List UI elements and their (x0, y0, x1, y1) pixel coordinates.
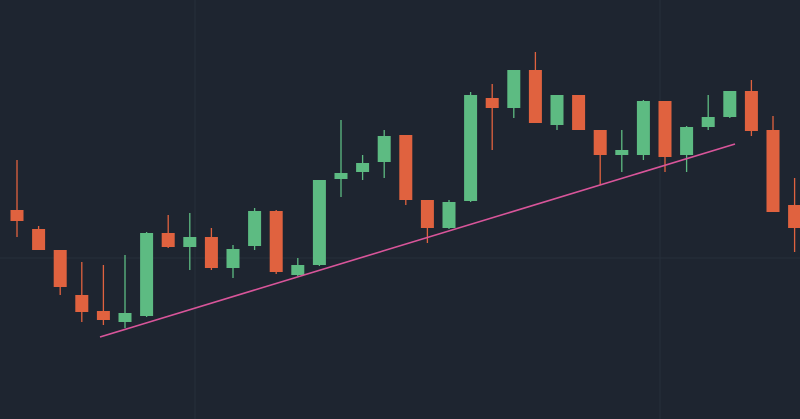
candle-body (32, 229, 46, 250)
candle-body (334, 173, 348, 179)
candle-body (766, 130, 780, 212)
candle-body (204, 237, 218, 268)
candle-body (528, 70, 542, 123)
candle-body (744, 91, 758, 131)
candle-body (312, 180, 326, 265)
candle-body (507, 70, 521, 108)
candles (10, 52, 800, 328)
candle-body (96, 311, 110, 320)
candle-body (788, 205, 800, 228)
candle-body (658, 101, 672, 157)
candle-body (572, 95, 586, 130)
candle-body (399, 135, 413, 200)
candle-body (356, 163, 370, 172)
candle-body (442, 202, 456, 228)
candle-body (701, 117, 715, 127)
candle-body (464, 95, 478, 201)
candle-body (269, 211, 283, 272)
candle-body (291, 265, 305, 275)
candle-body (485, 98, 499, 108)
candle-body (118, 313, 132, 322)
candle-body (183, 237, 197, 247)
candle-body (593, 130, 607, 155)
candle-body (140, 233, 154, 316)
candle-body (161, 233, 175, 247)
candle-body (53, 250, 67, 287)
candle-body (680, 127, 694, 155)
candle-body (377, 136, 391, 162)
candle-body (615, 150, 629, 155)
candle-body (226, 249, 240, 268)
candle-body (636, 101, 650, 155)
candle-body (723, 91, 737, 117)
candle-body (420, 200, 434, 228)
candle-body (550, 95, 564, 125)
candle-body (248, 211, 262, 246)
candle-body (10, 210, 24, 221)
candle-body (75, 295, 89, 312)
trend-line (99, 143, 736, 338)
